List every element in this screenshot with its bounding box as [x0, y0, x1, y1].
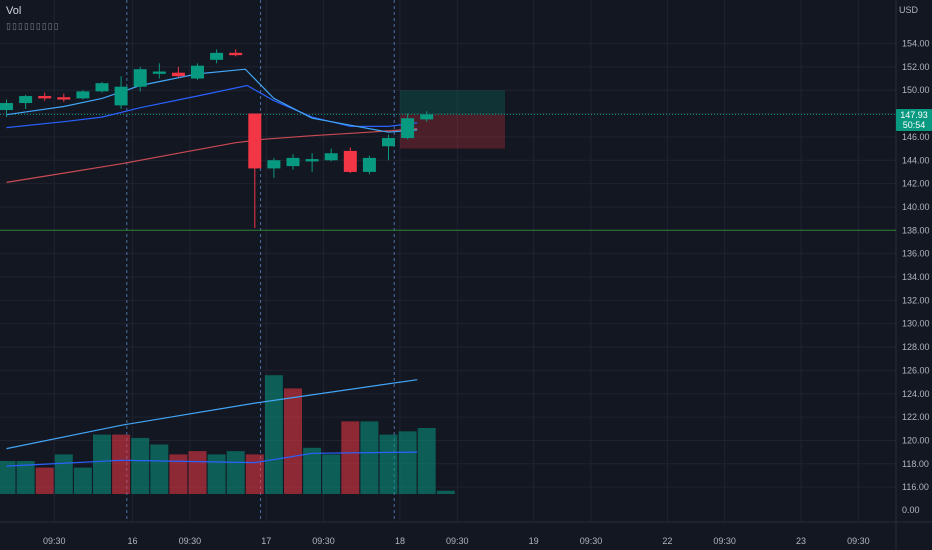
x-tick-label: 09:30 [43, 536, 66, 546]
x-tick-label: 09:30 [179, 536, 202, 546]
x-tick-label: 19 [529, 536, 539, 546]
y-tick-label: 0.00 [902, 505, 920, 515]
candle-body [171, 72, 185, 77]
volume-bar [169, 454, 188, 494]
volume-bar [112, 434, 131, 494]
volume-bar [226, 451, 245, 494]
y-tick-label: 120.00 [902, 435, 930, 445]
position-target-zone [399, 90, 506, 115]
y-tick-label: 142.00 [902, 179, 930, 189]
x-tick-label: 09:30 [446, 536, 469, 546]
y-tick-label: 132.00 [902, 295, 930, 305]
last-price-tag: 147.93 50:54 [896, 109, 932, 131]
x-tick-label: 09:30 [312, 536, 335, 546]
x-tick-label: 16 [128, 536, 138, 546]
bar-countdown: 50:54 [902, 120, 926, 130]
candle-body [133, 69, 147, 87]
y-tick-label: 130.00 [902, 319, 930, 329]
y-tick-label: 126.00 [902, 365, 930, 375]
volume-bar [35, 467, 54, 494]
x-tick-label: 09:30 [713, 536, 736, 546]
volume-bar [245, 454, 264, 494]
volume-bar [322, 454, 341, 494]
candle-body [76, 91, 90, 99]
volume-bar [436, 490, 455, 494]
ma-red-line [6, 128, 418, 183]
volume-bar [54, 454, 73, 494]
candle-body [210, 52, 224, 60]
y-tick-label: 140.00 [902, 202, 930, 212]
candle-body [324, 153, 338, 161]
candle-body [286, 157, 300, 167]
candle-body [343, 150, 357, 172]
indicator-subtitle: ▯▯▯▯▯▯▯▯▯ [6, 21, 60, 31]
y-tick-label: 136.00 [902, 249, 930, 259]
volume-bar [207, 454, 226, 494]
candle-body [152, 71, 166, 74]
x-tick-label: 17 [261, 536, 271, 546]
volume-ma-upper [6, 379, 418, 450]
y-tick-label: 128.00 [902, 342, 930, 352]
volume-bar [16, 461, 35, 494]
y-tick-label: 124.00 [902, 389, 930, 399]
volume-bar [417, 428, 436, 494]
ma-blue-line [6, 84, 418, 129]
volume-bar [93, 434, 111, 494]
volume-bar [379, 434, 398, 494]
volume-bar [188, 451, 207, 494]
candle-body [305, 159, 319, 162]
last-price-value: 147.93 [900, 110, 928, 120]
volume-bar [264, 375, 283, 494]
y-tick-label: 138.00 [902, 225, 930, 235]
y-tick-label: 144.00 [902, 155, 930, 165]
y-tick-label: 134.00 [902, 272, 930, 282]
indicator-label[interactable]: Vol [6, 5, 22, 17]
x-tick-label: 18 [395, 536, 405, 546]
candle-body [114, 86, 128, 106]
candle-body [248, 113, 262, 169]
x-tick-label: 22 [662, 536, 672, 546]
candle-body [267, 160, 281, 169]
candle-body [382, 138, 395, 147]
ma-light-blue-line [6, 68, 418, 133]
position-stop-zone [399, 114, 506, 149]
y-tick-label: 116.00 [902, 482, 929, 492]
volume-bar [150, 444, 169, 494]
candle-body [95, 83, 109, 92]
volume-ma-lower [6, 451, 418, 467]
volume-bar [0, 461, 16, 494]
x-tick-label: 09:30 [847, 536, 870, 546]
currency-label: USD [898, 5, 918, 15]
candle-body [0, 103, 13, 111]
y-tick-label: 150.00 [902, 85, 930, 95]
volume-bar [360, 421, 379, 494]
candle-body [19, 96, 33, 104]
volume-bar [284, 388, 302, 494]
x-tick-label: 09:30 [580, 536, 603, 546]
volume-bar [398, 431, 417, 494]
y-tick-label: 118.00 [902, 459, 929, 469]
candle-body [191, 65, 204, 79]
y-tick-label: 122.00 [902, 412, 930, 422]
volume-bar [341, 421, 360, 494]
candle-body [57, 97, 71, 100]
candle-body [229, 52, 243, 56]
y-tick-label: 154.00 [902, 39, 930, 49]
x-tick-label: 23 [796, 536, 806, 546]
volume-bar [131, 437, 150, 494]
candle-body [401, 118, 415, 139]
volume-bar [73, 467, 92, 494]
y-tick-label: 152.00 [902, 62, 930, 72]
volume-bar [303, 447, 322, 494]
candle-body [38, 96, 52, 99]
candle-body [362, 157, 376, 172]
candle-body [420, 114, 434, 120]
y-tick-label: 146.00 [902, 132, 930, 142]
